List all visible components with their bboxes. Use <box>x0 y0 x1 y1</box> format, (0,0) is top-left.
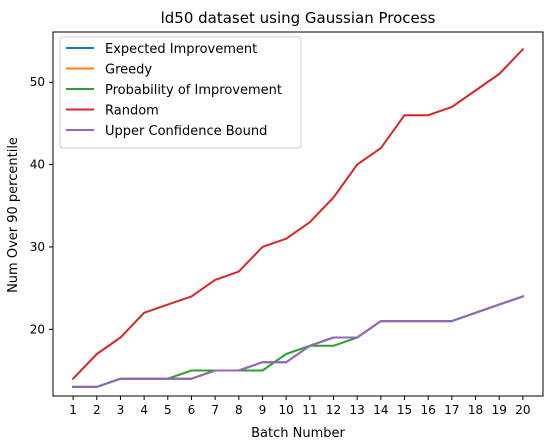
x-tick-label: 8 <box>235 403 243 417</box>
x-tick-label: 17 <box>444 403 459 417</box>
x-tick-label: 15 <box>397 403 412 417</box>
plot-lines <box>71 47 525 388</box>
x-tick-label: 6 <box>188 403 196 417</box>
x-tick-label: 2 <box>93 403 101 417</box>
legend-label: Upper Confidence Bound <box>105 124 267 139</box>
x-tick-label: 19 <box>492 403 507 417</box>
x-tick-label: 10 <box>279 403 294 417</box>
y-tick-label: 50 <box>30 75 45 89</box>
x-tick-label: 14 <box>373 403 388 417</box>
legend-label: Expected Improvement <box>105 42 257 57</box>
legend-label: Random <box>105 104 159 119</box>
legend-label: Greedy <box>105 63 152 78</box>
x-tick-label: 18 <box>468 403 483 417</box>
x-ticks: 1 2 3 4 5 6 7 8 9 10 11 12 13 14 15 16 17 18 19 20 <box>69 396 531 417</box>
series-line-4 <box>72 295 525 388</box>
x-axis-label: Batch Number <box>251 426 345 440</box>
y-ticks: 20 30 40 50 <box>30 75 53 336</box>
legend-box <box>59 36 302 149</box>
x-tick-label: 4 <box>140 403 148 417</box>
series-line-1 <box>72 295 525 388</box>
legend: Expected Improvement Greedy Probability of… <box>59 36 302 149</box>
series-line-0 <box>72 295 525 388</box>
x-tick-label: 5 <box>164 403 172 417</box>
series-line-3 <box>71 47 525 381</box>
x-tick-label: 11 <box>302 403 317 417</box>
x-tick-label: 1 <box>69 403 77 417</box>
series-line-2 <box>72 295 525 388</box>
x-tick-label: 9 <box>259 403 267 417</box>
legend-label: Probability of Improvement <box>105 83 282 98</box>
y-tick-label: 20 <box>30 322 45 336</box>
x-tick-label: 7 <box>211 403 219 417</box>
x-tick-label: 13 <box>350 403 365 417</box>
y-tick-label: 30 <box>30 240 45 254</box>
y-axis-label: Num Over 90 percentile <box>6 137 21 293</box>
x-tick-label: 16 <box>421 403 436 417</box>
y-tick-label: 40 <box>30 158 45 172</box>
x-tick-label: 20 <box>515 403 530 417</box>
x-tick-label: 3 <box>117 403 125 417</box>
plot-area-frame <box>52 31 544 397</box>
x-tick-label: 12 <box>326 403 341 417</box>
chart-title: ld50 dataset using Gaussian Process <box>161 9 436 27</box>
